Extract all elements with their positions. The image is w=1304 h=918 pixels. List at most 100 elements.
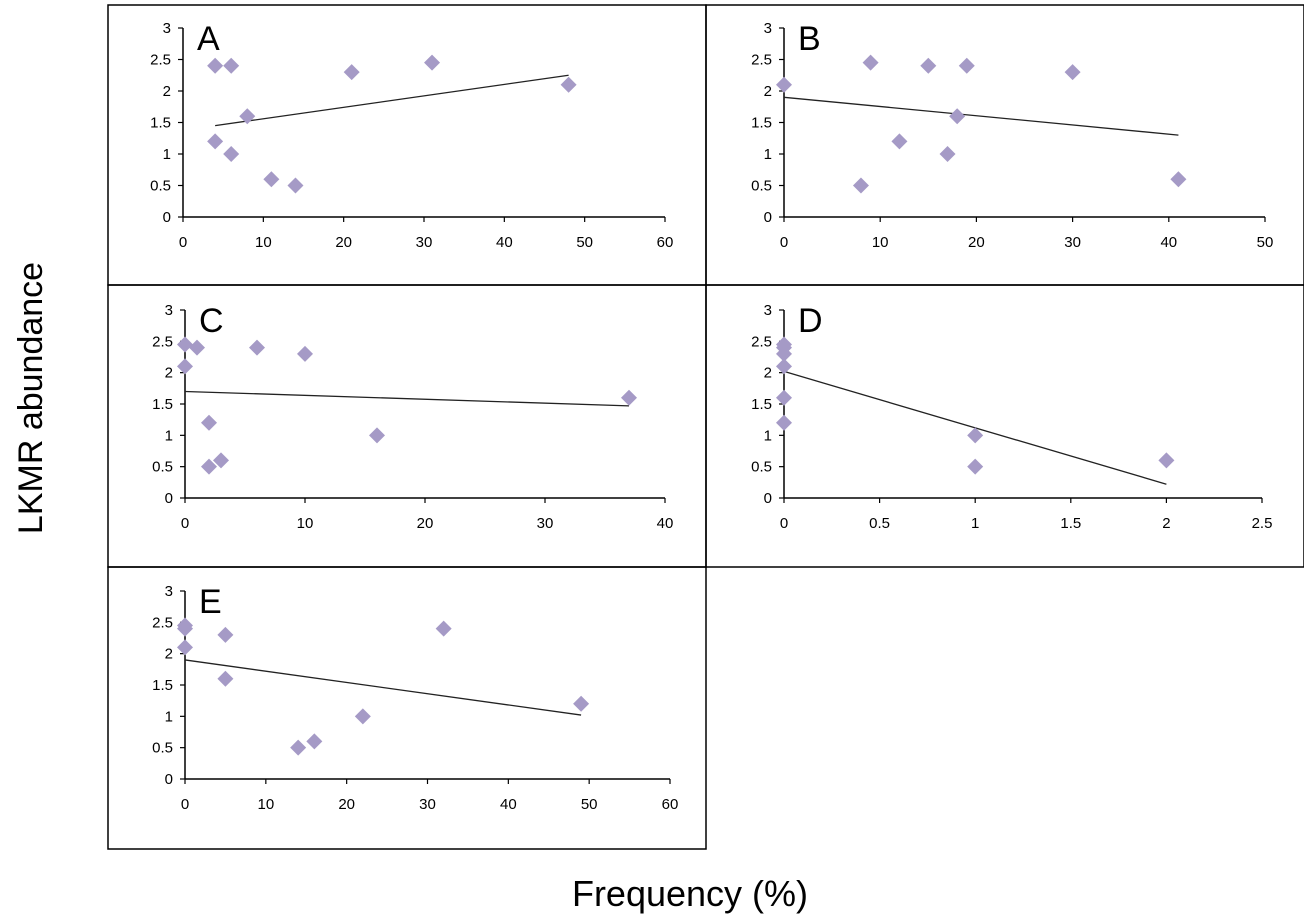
- panel-e-y-tick-label: 3: [165, 583, 173, 600]
- panel-c-x-tick-label: 0: [181, 515, 189, 532]
- panel-a-data-point: [263, 171, 280, 188]
- panel-a-x-tick-label: 20: [335, 234, 352, 251]
- panel-a-data-point: [207, 133, 224, 150]
- panel-c-y-tick-label: 2: [165, 365, 173, 382]
- panel-c-data-point: [297, 345, 313, 362]
- panel-d-data-point: [967, 427, 984, 444]
- panel-d-data-point: [776, 358, 792, 375]
- panel-b-y-tick-label: 2: [764, 83, 772, 100]
- panel-c-data-point: [369, 427, 385, 444]
- panel-a-data-point: [424, 54, 441, 71]
- panel-a-data-point: [207, 57, 224, 74]
- panel-d-data-point: [776, 414, 792, 431]
- panel-c-x-tick-label: 30: [537, 515, 554, 532]
- panel-e-x-tick-label: 10: [257, 796, 274, 813]
- panel-e-data-point: [306, 733, 323, 750]
- panel-b-data-point: [949, 108, 966, 125]
- panel-b-y-tick-label: 3: [764, 20, 772, 37]
- panel-a-data-point: [223, 57, 240, 74]
- panel-e-x-tick-label: 40: [500, 796, 517, 813]
- panel-b-letter: B: [798, 20, 821, 58]
- panel-d-data-point: [1158, 452, 1175, 469]
- panel-e-data-point: [177, 639, 193, 656]
- panel-c-data-point: [201, 458, 217, 475]
- panel-c-data-point: [249, 339, 265, 356]
- panel-d-y-tick-label: 2.5: [751, 333, 772, 350]
- panel-c-y-tick-label: 2.5: [152, 333, 173, 350]
- panel-e-data-point: [573, 695, 590, 712]
- panel-e: 00.511.522.530 10 20 30 40 50 60E: [107, 566, 707, 850]
- panel-a-x-tick-label: 50: [576, 234, 593, 251]
- panel-d-x-tick-label: 0: [780, 515, 788, 532]
- panel-b-data-point: [852, 177, 869, 194]
- panel-c-data-point: [201, 414, 217, 431]
- panel-b-y-tick-label: 0.5: [751, 178, 772, 195]
- panel-c-data-point: [177, 358, 193, 375]
- panel-a-data-point: [343, 64, 360, 81]
- panel-e-trendline: [184, 659, 582, 716]
- panel-c-data-point: [189, 339, 205, 356]
- panel-e-data-point: [435, 620, 452, 637]
- panel-b-y-tick-label: 2.5: [751, 52, 772, 69]
- panel-c-y-tick-label: 0: [165, 490, 173, 507]
- panel-e-x-tick-label: 30: [419, 796, 436, 813]
- panel-b-data-point: [862, 54, 879, 71]
- panel-b-data-point: [1064, 64, 1081, 81]
- panel-b-x-tick-label: 50: [1257, 234, 1274, 251]
- panel-b-y-tick-label: 1: [764, 146, 772, 163]
- panel-d-letter: D: [798, 302, 823, 340]
- panel-a-trendline: [215, 74, 569, 127]
- panel-c-data-point: [213, 452, 229, 469]
- panel-a: 00.511.522.530 10 20 30 40 50 60A: [107, 4, 707, 286]
- panel-a-x-tick-label: 30: [416, 234, 433, 251]
- panel-b-x-tick-label: 30: [1064, 234, 1081, 251]
- panel-b-data-point: [891, 133, 908, 150]
- panel-a-data-point: [223, 146, 240, 162]
- panel-e-data-point: [217, 670, 234, 687]
- panel-a-data-point: [287, 177, 304, 194]
- panel-c-trendline: [184, 390, 630, 407]
- panel-a-y-tick-label: 0.5: [150, 178, 171, 195]
- panel-d-y-tick-label: 1: [764, 427, 772, 444]
- panel-b-data-point: [920, 57, 937, 74]
- panel-c-y-tick-label: 1.5: [152, 396, 173, 413]
- panel-d-y-tick-label: 3: [764, 302, 772, 319]
- panel-c-x-tick-label: 10: [297, 515, 314, 532]
- x-axis-label: Frequency (%): [572, 873, 808, 914]
- panel-b-x-tick-label: 20: [968, 234, 985, 251]
- panel-a-y-tick-label: 2.5: [150, 52, 171, 69]
- y-axis-label: LKMR abundance: [12, 262, 50, 534]
- panel-c: 00.511.522.530 10 20 30 40C: [107, 284, 707, 568]
- panel-b-y-tick-label: 0: [764, 209, 772, 226]
- panel-d-frame: [705, 284, 1304, 568]
- panel-c-y-tick-label: 3: [165, 302, 173, 319]
- panel-d-y-tick-label: 0: [764, 490, 772, 507]
- panel-a-x-tick-label: 0: [179, 234, 187, 251]
- panel-a-x-tick-label: 40: [496, 234, 513, 251]
- panel-e-x-tick-label: 0: [181, 796, 189, 813]
- panel-e-x-tick-label: 60: [662, 796, 679, 813]
- panel-b-y-tick-label: 1.5: [751, 115, 772, 132]
- panel-a-x-tick-label: 10: [255, 234, 272, 251]
- panel-a-y-tick-label: 2: [163, 83, 171, 100]
- panel-d-x-tick-label: 1.5: [1060, 515, 1081, 532]
- panel-c-frame: [107, 284, 707, 568]
- panel-b-data-point: [776, 76, 792, 93]
- panel-a-data-point: [239, 108, 256, 125]
- panel-b-x-tick-label: 10: [872, 234, 889, 251]
- panel-b-data-point: [958, 57, 975, 74]
- panel-e-y-tick-label: 2: [165, 646, 173, 663]
- panel-e-y-tick-label: 2.5: [152, 614, 173, 631]
- panel-d-data-point: [967, 458, 984, 475]
- panel-c-x-tick-label: 20: [417, 515, 434, 532]
- panel-d-x-tick-label: 2.5: [1252, 515, 1273, 532]
- panel-d-y-tick-label: 2: [764, 365, 772, 382]
- panel-e-y-tick-label: 0: [165, 771, 173, 788]
- panel-c-y-tick-label: 1: [165, 427, 173, 444]
- panel-e-y-tick-label: 0.5: [152, 740, 173, 757]
- panel-a-letter: A: [197, 20, 220, 58]
- panel-e-y-tick-label: 1: [165, 708, 173, 725]
- panel-e-data-point: [354, 708, 371, 725]
- panel-e-frame: [107, 566, 707, 850]
- panel-b-data-point: [1170, 171, 1187, 188]
